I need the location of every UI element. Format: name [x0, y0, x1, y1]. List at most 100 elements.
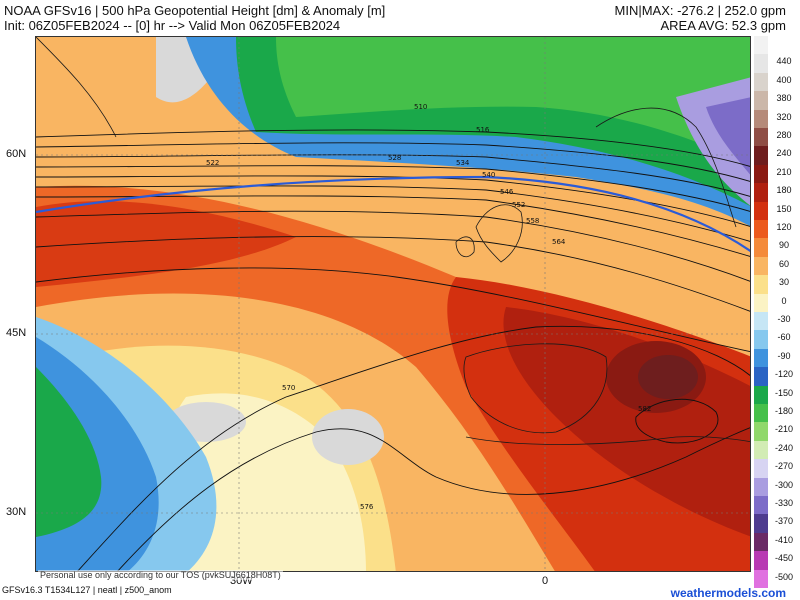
atlantic-red: [36, 201, 296, 287]
legend-label: -60: [777, 332, 791, 343]
min-max-readout: MIN|MAX: -276.2 | 252.0 gpm: [614, 3, 787, 18]
legend-row: 380: [752, 91, 798, 110]
legend-swatch: [754, 275, 768, 294]
height-contours: [36, 129, 750, 571]
legend-row: 150: [752, 201, 798, 220]
west-trough-green: [36, 367, 102, 537]
contour-line: [36, 175, 750, 227]
legend-label: 120: [776, 222, 792, 232]
legend-swatch: [754, 514, 768, 533]
contour-line: [36, 165, 750, 212]
legend-swatch: [754, 146, 768, 165]
legend-swatch: [754, 164, 768, 184]
header-right: MIN|MAX: -276.2 | 252.0 gpm AREA AVG: 52…: [615, 3, 787, 33]
legend-label: 0: [781, 295, 787, 306]
legend-swatch: [754, 532, 768, 552]
legend-swatch: [754, 220, 768, 239]
legend-swatch: [754, 128, 768, 147]
coastline-ireland: [455, 236, 475, 258]
legend-label: -150: [774, 387, 793, 398]
legend-row: 280: [752, 128, 798, 147]
legend-label: 280: [776, 130, 792, 140]
legend-row: 240: [752, 146, 798, 165]
contour-label: 534: [456, 159, 470, 167]
contour-label-group: 510 516 522 528 534 540 546 552 558 564 …: [206, 103, 651, 511]
contour-line: [77, 325, 750, 571]
contour-line: [36, 236, 750, 312]
legend-swatch: [754, 385, 768, 404]
legend-row: 30: [752, 275, 798, 294]
coastline-scandinavia: [595, 107, 737, 228]
legend-label: 210: [776, 166, 792, 177]
contour-line: [36, 210, 750, 282]
legend-swatch: [754, 440, 768, 460]
legend-swatch: [754, 312, 768, 331]
legend-row: -300: [752, 477, 798, 496]
light-green-trough: [276, 37, 750, 166]
legend-swatch: [754, 496, 768, 515]
legend-row: -500: [752, 569, 798, 588]
legend-row: [752, 36, 798, 55]
legend-label: -210: [774, 424, 793, 435]
legend-label: -500: [774, 571, 793, 582]
init-valid-time: Init: 06Z05FEB2024 -- [0] hr --> Valid M…: [4, 18, 341, 33]
contour-label: 576: [360, 503, 374, 511]
legend-row: 90: [752, 238, 798, 257]
legend-row: 320: [752, 109, 798, 128]
coastlines: [36, 37, 750, 445]
legend-label: 180: [776, 185, 792, 196]
legend-swatch: [754, 72, 768, 92]
legend-row: -210: [752, 422, 798, 441]
legend-swatch: [754, 330, 768, 349]
contour-label: 552: [512, 201, 525, 209]
legend-row: -60: [752, 330, 798, 349]
contour-label: 528: [388, 154, 401, 162]
contour-label: 546: [500, 188, 514, 196]
legend-swatch: [754, 367, 768, 386]
legend-label: -120: [774, 369, 793, 380]
legend-row: -30: [752, 312, 798, 331]
purple-core: [706, 97, 750, 175]
contour-label: 510: [414, 103, 427, 111]
legend-row: 210: [752, 164, 798, 184]
legend-label: 400: [776, 74, 792, 85]
legend-row: -90: [752, 348, 798, 368]
legend-label: 380: [776, 93, 792, 104]
contour-label: 558: [526, 217, 539, 225]
lon-label-0: 0: [542, 575, 549, 587]
map-title: NOAA GFSv16 | 500 hPa Geopotential Heigh…: [4, 3, 386, 18]
legend-row: -180: [752, 404, 798, 423]
coastline-north-africa: [465, 436, 750, 445]
legend-swatch: [754, 404, 768, 423]
legend-swatch: [754, 256, 768, 276]
coastline-britain: [475, 204, 523, 263]
legend-swatch: [754, 91, 768, 110]
highlight-contour: [36, 175, 750, 253]
max-anomaly-inner: [638, 355, 698, 399]
contour-line: [117, 427, 750, 571]
legend-row: 120: [752, 220, 798, 239]
legend-row: -150: [752, 385, 798, 404]
legend-swatch: [754, 551, 768, 570]
legend-swatch: [754, 36, 768, 55]
legend-label: 320: [776, 111, 792, 122]
contour-label: 516: [476, 126, 490, 134]
legend-label: -270: [774, 461, 793, 472]
contour-line: [36, 195, 750, 257]
contour-line: [635, 398, 719, 444]
legend-row: -370: [752, 514, 798, 533]
graticule: [36, 37, 750, 571]
legend-label: -410: [774, 534, 793, 545]
contour-label: 522: [206, 159, 219, 167]
area-avg-readout: AREA AVG: 52.3 gpm: [660, 18, 787, 33]
legend-label: -90: [777, 350, 791, 361]
header-left: NOAA GFSv16 | 500 hPa Geopotential Heigh…: [4, 3, 385, 33]
legend-label: -30: [777, 314, 791, 324]
legend-row: -450: [752, 551, 798, 570]
anomaly-map: 510 516 522 528 534 540 546 552 558 564 …: [35, 36, 751, 572]
contour-label: 540: [482, 171, 495, 179]
legend-label: -330: [774, 498, 793, 508]
brand-link[interactable]: weathermodels.com: [670, 586, 786, 600]
legend-swatch: [754, 477, 768, 496]
